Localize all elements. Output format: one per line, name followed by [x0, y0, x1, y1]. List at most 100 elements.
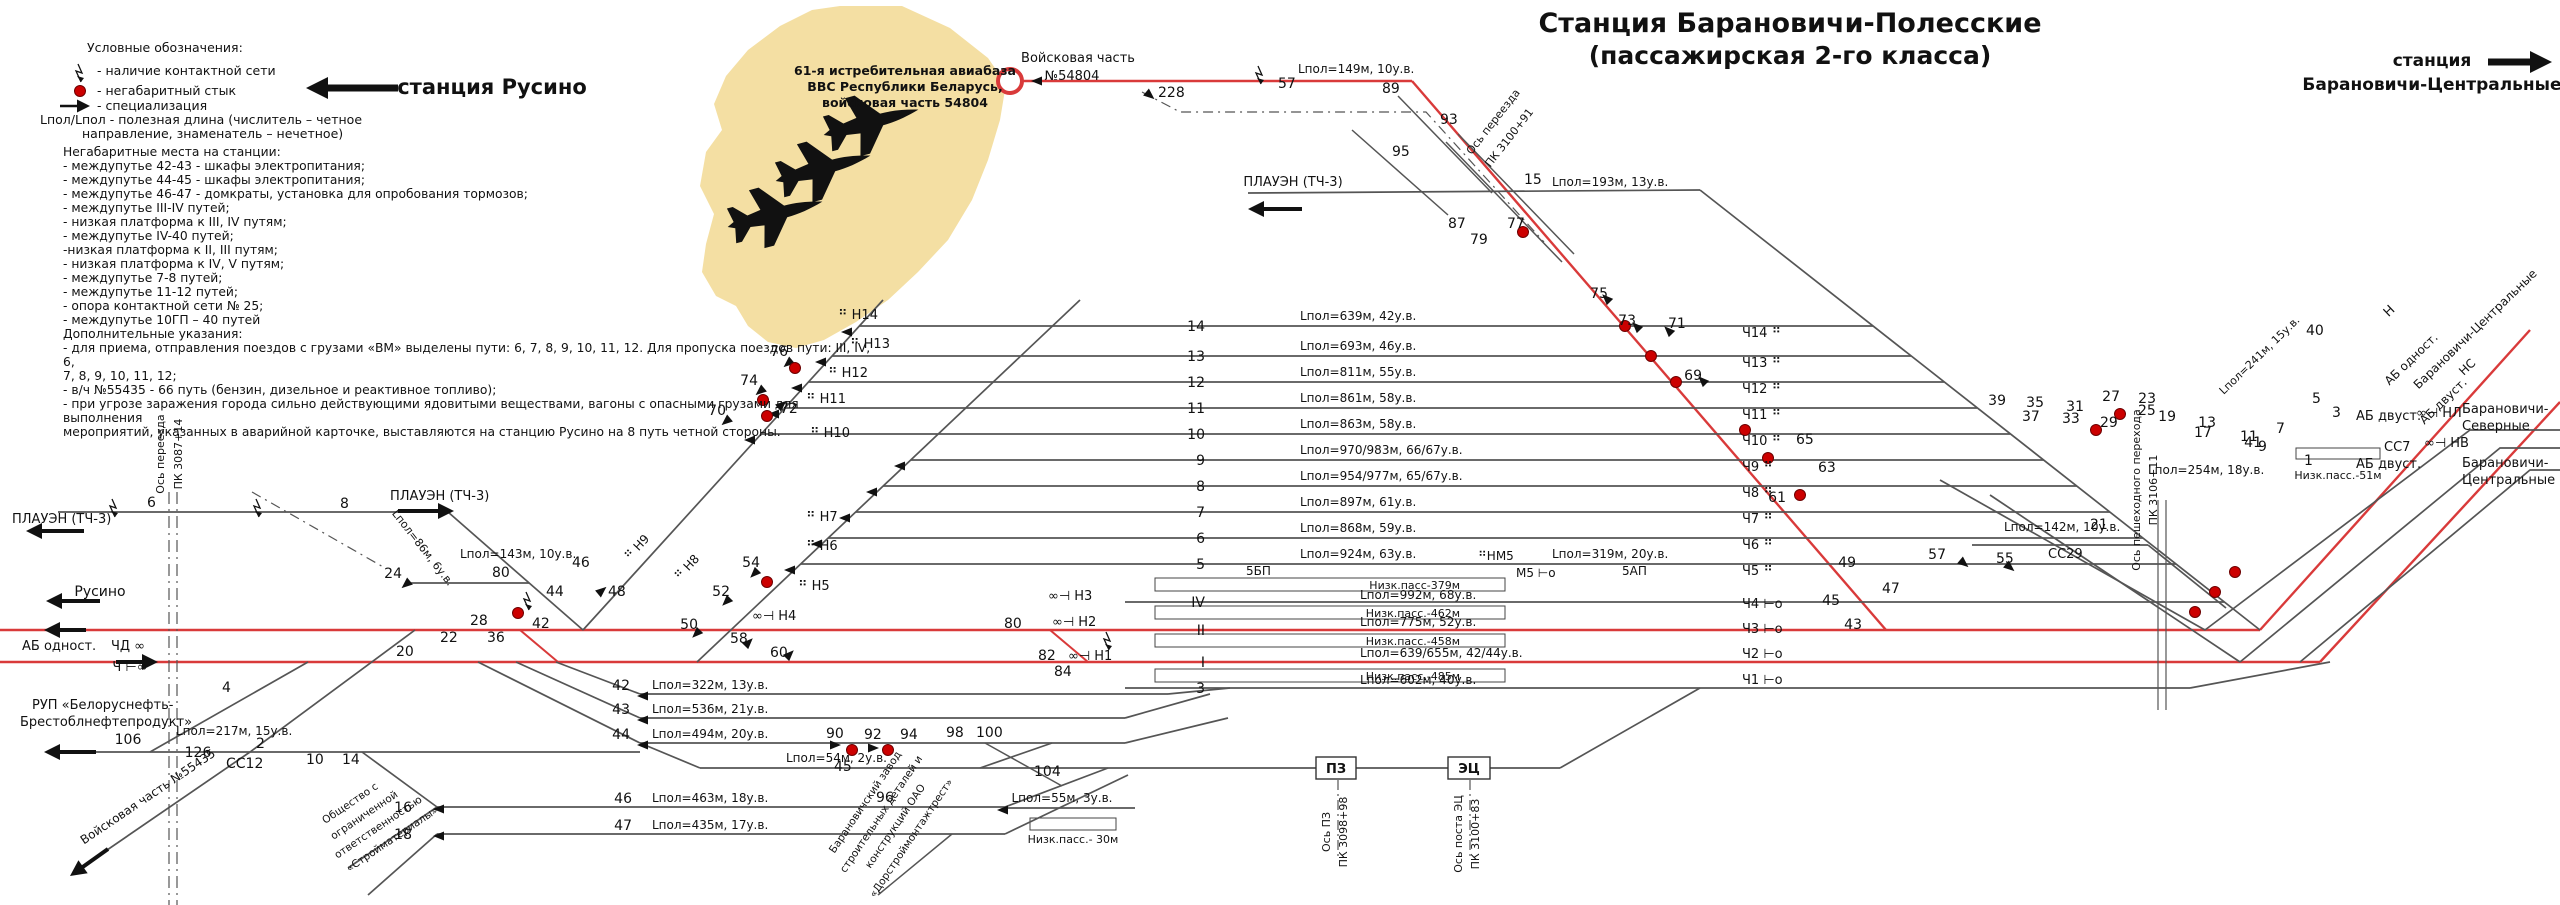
diagram-label: Ч2 ⊢о: [1742, 647, 1783, 662]
diagram-label: станция Русино: [397, 75, 587, 99]
diagram-label: СС29: [2048, 547, 2083, 562]
station-note: 7, 8, 9, 10, 11, 12;: [63, 369, 177, 383]
direction-arrowhead: [26, 523, 42, 539]
track-line: [149, 661, 309, 753]
specialization-triangle: [811, 539, 822, 549]
diagram-label: 42: [612, 678, 630, 694]
diagram-label: ⠛ Н5: [798, 579, 830, 594]
diagram-label: Lпол=55м, 3у.в.: [1012, 791, 1113, 805]
diagram-label: войсковая часть 54804: [822, 95, 988, 110]
diagram-label: 11: [2240, 429, 2258, 445]
diagram-label: 23: [2138, 391, 2156, 407]
specialization-triangle: [782, 650, 794, 662]
station-note: выполнения: [63, 411, 142, 425]
station-note: - междупутье 46-47 - домкраты, установка…: [63, 187, 528, 201]
track-line: [251, 491, 386, 569]
track-line: [1141, 91, 1545, 243]
oversize-joint-dot: [74, 85, 86, 97]
diagram-label: 15: [1524, 172, 1542, 188]
diagram-label: 5: [1196, 557, 1205, 573]
low-platform: [1029, 817, 1117, 831]
diagram-label: 21: [2090, 517, 2108, 533]
diagram-label: 89: [1382, 81, 1400, 97]
oversize-joint-dot: [1619, 320, 1631, 332]
track-line: [979, 742, 1053, 769]
diagram-label: Брестоблнефтепродукт»: [20, 715, 192, 730]
track-line: [515, 661, 641, 719]
diagram-label: Lпол=861м, 58у.в.: [1300, 391, 1416, 405]
low-platform: [1154, 668, 1506, 683]
diagram-label: ∞⊣ Н2: [1052, 615, 1096, 630]
oversize-joint-dot: [761, 410, 773, 422]
low-platform: [1154, 605, 1506, 620]
bolt-tip: [77, 76, 84, 82]
diagram-label: 44: [612, 727, 630, 743]
diagram-label: IV: [1191, 595, 1205, 611]
bolt-tip: [111, 511, 118, 517]
specialization-triangle: [997, 805, 1008, 815]
low-platform: [2295, 447, 2381, 460]
diagram-label: 29: [2100, 415, 2118, 431]
oversize-joint-dot: [1670, 376, 1682, 388]
diagram-label: ПК 3098+98: [1337, 797, 1350, 868]
track-line: [2299, 469, 2560, 663]
track-line: [984, 742, 1063, 787]
bolt-tip: [1257, 78, 1264, 84]
diagram-label: 28: [470, 613, 488, 629]
station-note: Негабаритные места на станции:: [63, 145, 281, 159]
specialization-triangle: [839, 513, 850, 523]
diagram-label: ПК 3087+14: [172, 419, 185, 490]
diagram-label: 33: [2062, 411, 2080, 427]
diagram-label: 5БП: [1246, 564, 1271, 578]
diagram-label: 79: [1470, 232, 1488, 248]
specialization-triangle: [750, 566, 762, 578]
diagram-label: 228: [1158, 85, 1185, 101]
diagram-label: Ч6 ⠛: [1742, 538, 1773, 553]
track-line: [1004, 767, 1109, 808]
oversize-joint-dot: [2209, 586, 2221, 598]
bolt-tip: [1105, 644, 1112, 650]
direction-arrowhead: [2530, 51, 2552, 73]
specialization-triangle: [1632, 322, 1644, 334]
specialization-triangle: [744, 435, 755, 445]
diagram-label: 92: [864, 727, 882, 743]
diagram-label: ⠛ Н13: [850, 337, 890, 352]
station-note: - при угрозе заражения города сильно дей…: [63, 397, 799, 411]
track-line: [877, 833, 953, 896]
diagram-label: 80: [1004, 616, 1022, 632]
diagram-label: 14: [1187, 319, 1205, 335]
specialization-triangle: [2003, 560, 2015, 572]
diagram-label: Ч1 ⊢о: [1742, 673, 1783, 688]
diagram-label: 49: [1838, 555, 1856, 571]
diagram-label: Русино: [74, 584, 125, 600]
diagram-label: Условные обозначения:: [87, 40, 243, 55]
specialization-triangle: [692, 626, 704, 638]
diagram-label: 7: [2276, 421, 2285, 437]
diagram-label: 24: [384, 566, 402, 582]
direction-arrowhead: [306, 77, 328, 99]
diagram-label: Ось поста ЭЦ: [1452, 795, 1465, 873]
diagram-label: 52: [712, 584, 730, 600]
diagram-label: 4: [222, 680, 231, 696]
specialization-triangle: [791, 383, 802, 393]
diagram-label: Lпол=992м, 68у.в.: [1360, 588, 1476, 602]
specialization-triangle: [741, 638, 753, 650]
diagram-label: Lпол=254м, 18у.в.: [2148, 463, 2264, 477]
diagram-label: 43: [612, 702, 630, 718]
track-line: [1167, 687, 1231, 695]
station-note: - опора контактной сети № 25;: [63, 299, 263, 313]
diagram-label: станция: [2393, 51, 2472, 71]
diagram-label: Ч7 ⠛: [1742, 512, 1773, 527]
diagram-label: Ч5 ⠛: [1742, 564, 1773, 579]
bolt-tip: [525, 604, 532, 610]
station-note: -низкая платформа к II, III путям;: [63, 243, 278, 257]
diagram-label: Войсковая часть №55435: [78, 746, 218, 847]
oversize-joint-dot: [757, 394, 769, 406]
diagram-label: ПЛАУЭН (ТЧ-3): [1243, 175, 1342, 190]
direction-arrowhead: [44, 744, 60, 760]
specialization-triangle: [894, 461, 905, 471]
fighter-jet-icon: [726, 187, 823, 249]
station-note: - междупутье IV-40 путей;: [63, 229, 234, 243]
specialization-triangle: [868, 743, 879, 753]
